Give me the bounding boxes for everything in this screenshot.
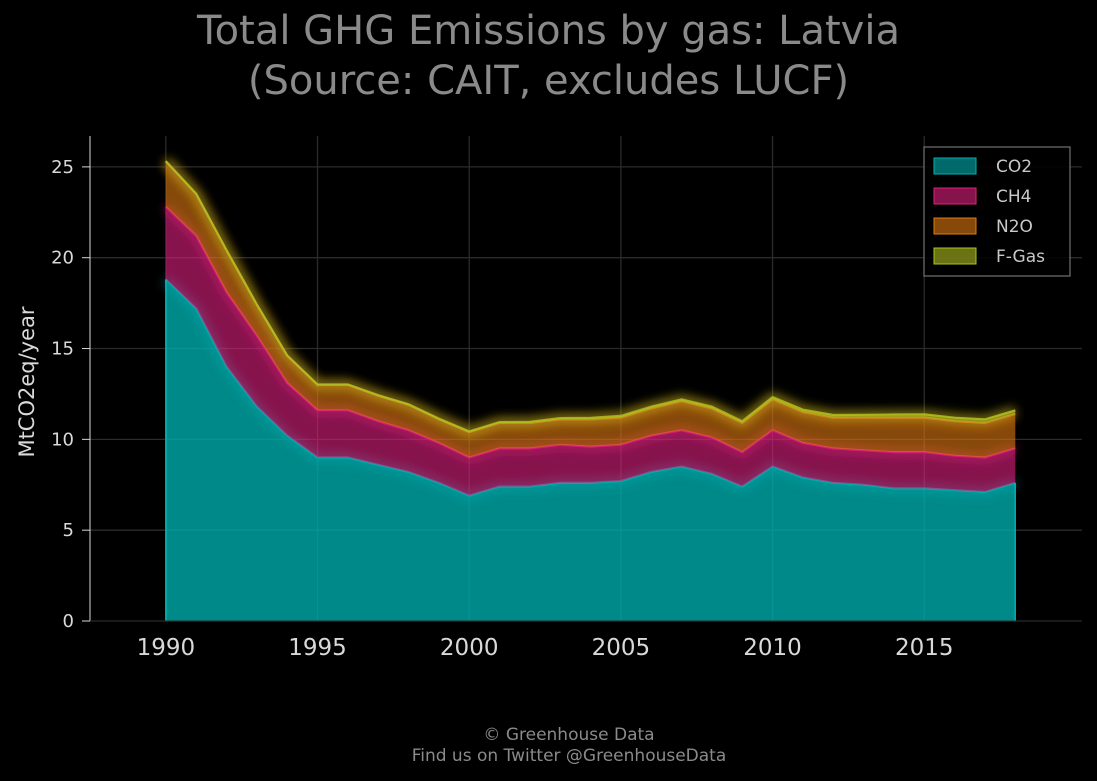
x-tick-label: 2010	[743, 635, 802, 661]
y-tick-label: 25	[51, 157, 74, 178]
legend-swatch-n2o	[933, 217, 977, 235]
x-tick-label: 1990	[137, 635, 196, 661]
x-tick-label: 2015	[895, 635, 954, 661]
legend-label-co2: CO2	[996, 157, 1032, 177]
area-n2o	[165, 161, 1016, 458]
x-tick-label: 1995	[288, 635, 347, 661]
y-tick-label: 20	[51, 248, 74, 269]
y-tick-label: 10	[51, 429, 74, 450]
x-tick-label: 2005	[592, 635, 651, 661]
x-tick-label: 2000	[440, 635, 499, 661]
legend-label-ch4: CH4	[996, 187, 1031, 207]
area-co2	[165, 279, 1016, 621]
footer-copyright: © Greenhouse Data	[483, 725, 655, 745]
y-tick-label: 0	[63, 611, 74, 632]
legend: CO2 CH4 N2O F-Gas	[923, 146, 1071, 277]
legend-label-n2o: N2O	[996, 217, 1033, 237]
chart-subtitle: (Source: CAIT, excludes LUCF)	[247, 58, 850, 104]
line-f-gas	[164, 160, 1016, 433]
area-series	[162, 158, 1017, 621]
y-tick-label: 15	[51, 339, 74, 360]
y-axis-label: MtCO2eq/year	[15, 306, 39, 458]
chart-title: Total GHG Emissions by gas: Latvia	[197, 8, 900, 54]
y-tick-label: 5	[63, 520, 74, 541]
legend-swatch-ch4	[933, 187, 977, 205]
legend-label-f-gas: F-Gas	[996, 247, 1045, 267]
axes: 0 5 10 15 20 25 1990 1995 2000 2005 2010 2015	[51, 136, 1082, 661]
legend-swatch-f-gas	[933, 247, 977, 265]
legend-swatch-co2	[933, 157, 977, 175]
footer-twitter: Find us on Twitter @GreenhouseData	[411, 746, 727, 766]
